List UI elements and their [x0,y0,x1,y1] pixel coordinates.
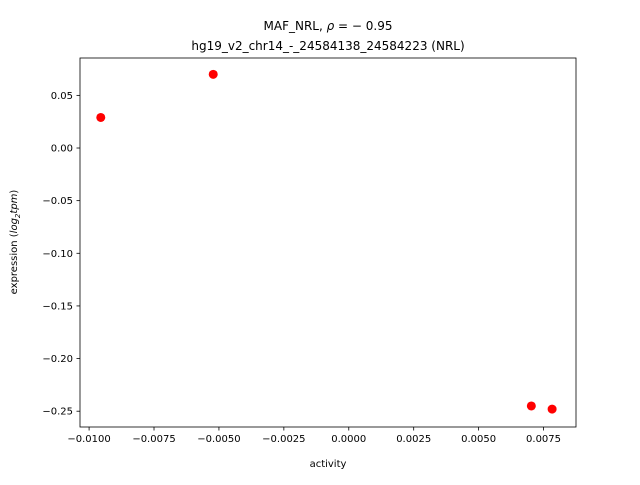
y-tick-label: 0.00 [51,144,73,155]
chart-title-line1: MAF_NRL, ρ = − 0.95 [264,19,393,33]
plot-frame [79,57,577,428]
x-axis-label: activity [310,459,347,470]
plot-layer: −0.0100 −0.0075 −0.0050 −0.0025 0.0000 0.0025… [42,69,561,445]
x-tick-label: 0.0025 [396,434,431,445]
data-point [96,112,106,122]
y-tick-label: −0.25 [42,407,73,418]
x-tick-label: 0.0075 [526,434,561,445]
y-tick-label: −0.15 [42,301,73,312]
data-point [208,69,218,79]
y-axis-label: expression (log2tpm) [9,190,22,295]
x-tick-label: −0.0050 [197,434,240,445]
data-point [547,404,557,414]
y-tick-label: −0.20 [42,354,73,365]
data-point [526,401,536,411]
y-tick-label: −0.05 [42,196,73,207]
y-tick-label: −0.10 [42,249,73,260]
x-tick-label: −0.0025 [262,434,305,445]
x-tick-label: −0.0100 [67,434,110,445]
chart-title-line2: hg19_v2_chr14_-_24584138_24584223 (NRL) [191,39,464,53]
y-tick-label: 0.05 [51,91,73,102]
x-tick-label: −0.0075 [132,434,175,445]
x-tick-label: 0.0000 [331,434,366,445]
x-tick-label: 0.0050 [461,434,496,445]
